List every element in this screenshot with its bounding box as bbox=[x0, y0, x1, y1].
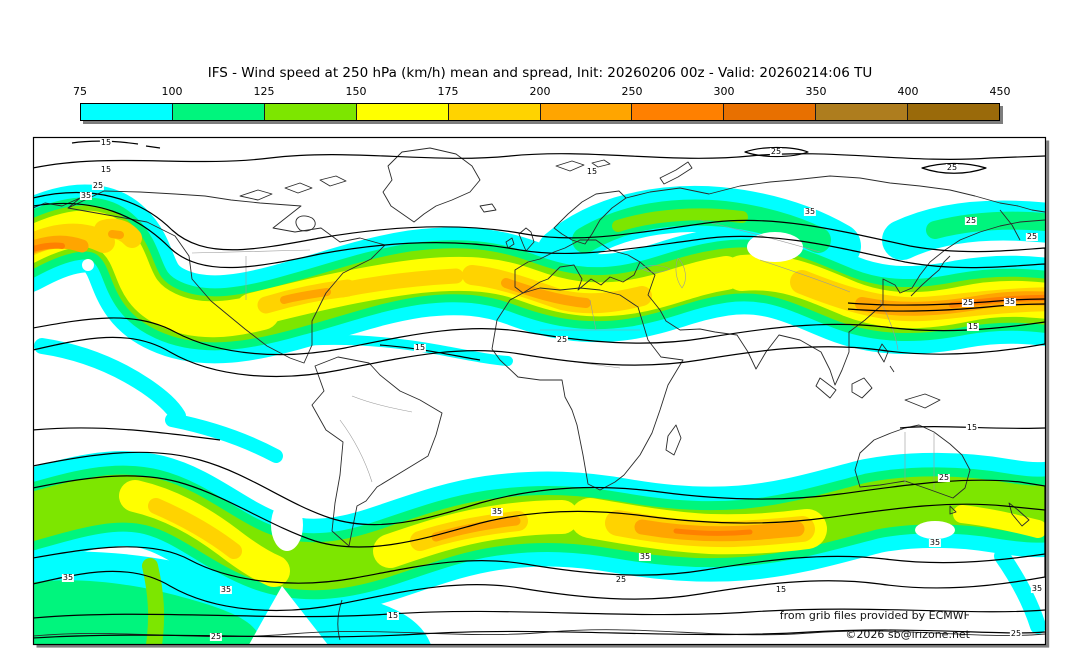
contour-25-north bbox=[34, 192, 1045, 378]
colorbar-ticks: 75 100 125 150 175 200 250 300 350 400 450 bbox=[73, 85, 1011, 100]
colorbar-tick: 75 bbox=[73, 85, 87, 98]
internal-borders bbox=[191, 219, 935, 490]
coast-arctic-islands bbox=[239, 175, 347, 201]
coast-hudson-bay bbox=[295, 215, 316, 232]
colorbar-tick: 400 bbox=[897, 85, 919, 98]
colorbar-segment bbox=[171, 104, 264, 120]
coast-australia bbox=[854, 424, 971, 515]
colorbar-tick: 250 bbox=[621, 85, 643, 98]
colorbar-segment bbox=[723, 104, 816, 120]
contour-label: 15 bbox=[413, 343, 427, 352]
colorbar-tick: 300 bbox=[713, 85, 735, 98]
colorbar-segment bbox=[355, 104, 448, 120]
contour-35-north bbox=[34, 202, 1045, 356]
colorbar-tick: 200 bbox=[529, 85, 551, 98]
contour-label: 35 bbox=[928, 538, 942, 547]
colorbar-tick: 450 bbox=[989, 85, 1011, 98]
colorbar-tick: 175 bbox=[437, 85, 459, 98]
contour-15-south bbox=[34, 608, 1045, 619]
coast-svalbard bbox=[555, 159, 611, 172]
contour-label: 15 bbox=[99, 138, 113, 147]
colorbar-segment bbox=[815, 104, 908, 120]
coast-madagascar bbox=[665, 424, 682, 456]
coast-greenland bbox=[382, 147, 481, 223]
coastlines bbox=[34, 147, 1045, 641]
colorbar-segment bbox=[907, 104, 1000, 120]
coast-new-zealand bbox=[1008, 502, 1030, 527]
contour-label: 25 bbox=[961, 298, 975, 307]
contour-label: 25 bbox=[964, 216, 978, 225]
coast-scandinavia bbox=[553, 190, 627, 245]
map-frame bbox=[32, 136, 1047, 646]
map-frame-shadow-right bbox=[1046, 140, 1050, 648]
chart-title: IFS - Wind speed at 250 hPa (km/h) mean … bbox=[207, 65, 873, 81]
colorbar-tick: 125 bbox=[253, 85, 275, 98]
attribution-source: from grib files provided by ECMWF bbox=[779, 609, 970, 622]
contour-label: 25 bbox=[209, 632, 223, 641]
contour-label: 25 bbox=[769, 147, 783, 156]
contour-label: 35 bbox=[219, 585, 233, 594]
fill-below-75 bbox=[82, 185, 955, 644]
contour-label: 25 bbox=[937, 473, 951, 482]
coast-europe bbox=[514, 239, 641, 294]
contour-label: 25 bbox=[614, 575, 628, 584]
map-frame-shadow-bottom bbox=[36, 644, 1049, 648]
contour-label: 35 bbox=[803, 207, 817, 216]
contour-25-oval-b bbox=[921, 162, 987, 174]
colorbar-segment bbox=[263, 104, 356, 120]
colorbar-segment bbox=[447, 104, 540, 120]
contour-label: 25 bbox=[1009, 629, 1023, 638]
colorbar-tick: 150 bbox=[345, 85, 367, 98]
contour-25-oval-a bbox=[744, 146, 809, 158]
coast-kamchatka bbox=[999, 209, 1021, 241]
coast-asia-north bbox=[625, 175, 1045, 213]
colorbar-segment bbox=[539, 104, 632, 120]
contour-label: 35 bbox=[638, 552, 652, 561]
contour-label: 35 bbox=[490, 507, 504, 516]
contour-label: 15 bbox=[386, 611, 400, 620]
contour-label: 35 bbox=[61, 573, 75, 582]
colorbar-segment bbox=[81, 104, 172, 120]
contour-label: 15 bbox=[774, 585, 788, 594]
contour-label: 25 bbox=[91, 181, 105, 190]
colorbar-segment bbox=[631, 104, 724, 120]
spread-contours bbox=[34, 140, 1045, 639]
coast-south-america bbox=[311, 356, 443, 547]
coast-japan bbox=[910, 255, 951, 297]
contour-label: 15 bbox=[99, 165, 113, 174]
attribution-copyright: ©2026 sb@irizone.net bbox=[845, 628, 970, 641]
coast-uk-ireland bbox=[505, 227, 535, 252]
coast-africa bbox=[491, 287, 684, 491]
contour-label: 15 bbox=[585, 167, 599, 176]
coast-iceland bbox=[479, 203, 497, 213]
contour-label: 15 bbox=[965, 423, 979, 432]
contour-label: 35 bbox=[1030, 584, 1044, 593]
coast-novaya-zemlya bbox=[659, 161, 693, 185]
colorbar bbox=[80, 103, 1000, 121]
contour-15 bbox=[34, 153, 1045, 169]
colorbar-tick: 350 bbox=[805, 85, 827, 98]
colorbar-tick: 100 bbox=[161, 85, 183, 98]
contour-label: 15 bbox=[966, 322, 980, 331]
contour-label: 25 bbox=[945, 163, 959, 172]
contour-label: 25 bbox=[1025, 232, 1039, 241]
coast-indonesia bbox=[815, 343, 941, 409]
contour-jet-asia bbox=[847, 298, 1045, 312]
contour-label: 35 bbox=[79, 191, 93, 200]
contour-label: 35 bbox=[1003, 297, 1017, 306]
contour-25-south bbox=[34, 451, 1045, 612]
coast-asia-south bbox=[639, 219, 1045, 386]
contour-label: 25 bbox=[555, 335, 569, 344]
